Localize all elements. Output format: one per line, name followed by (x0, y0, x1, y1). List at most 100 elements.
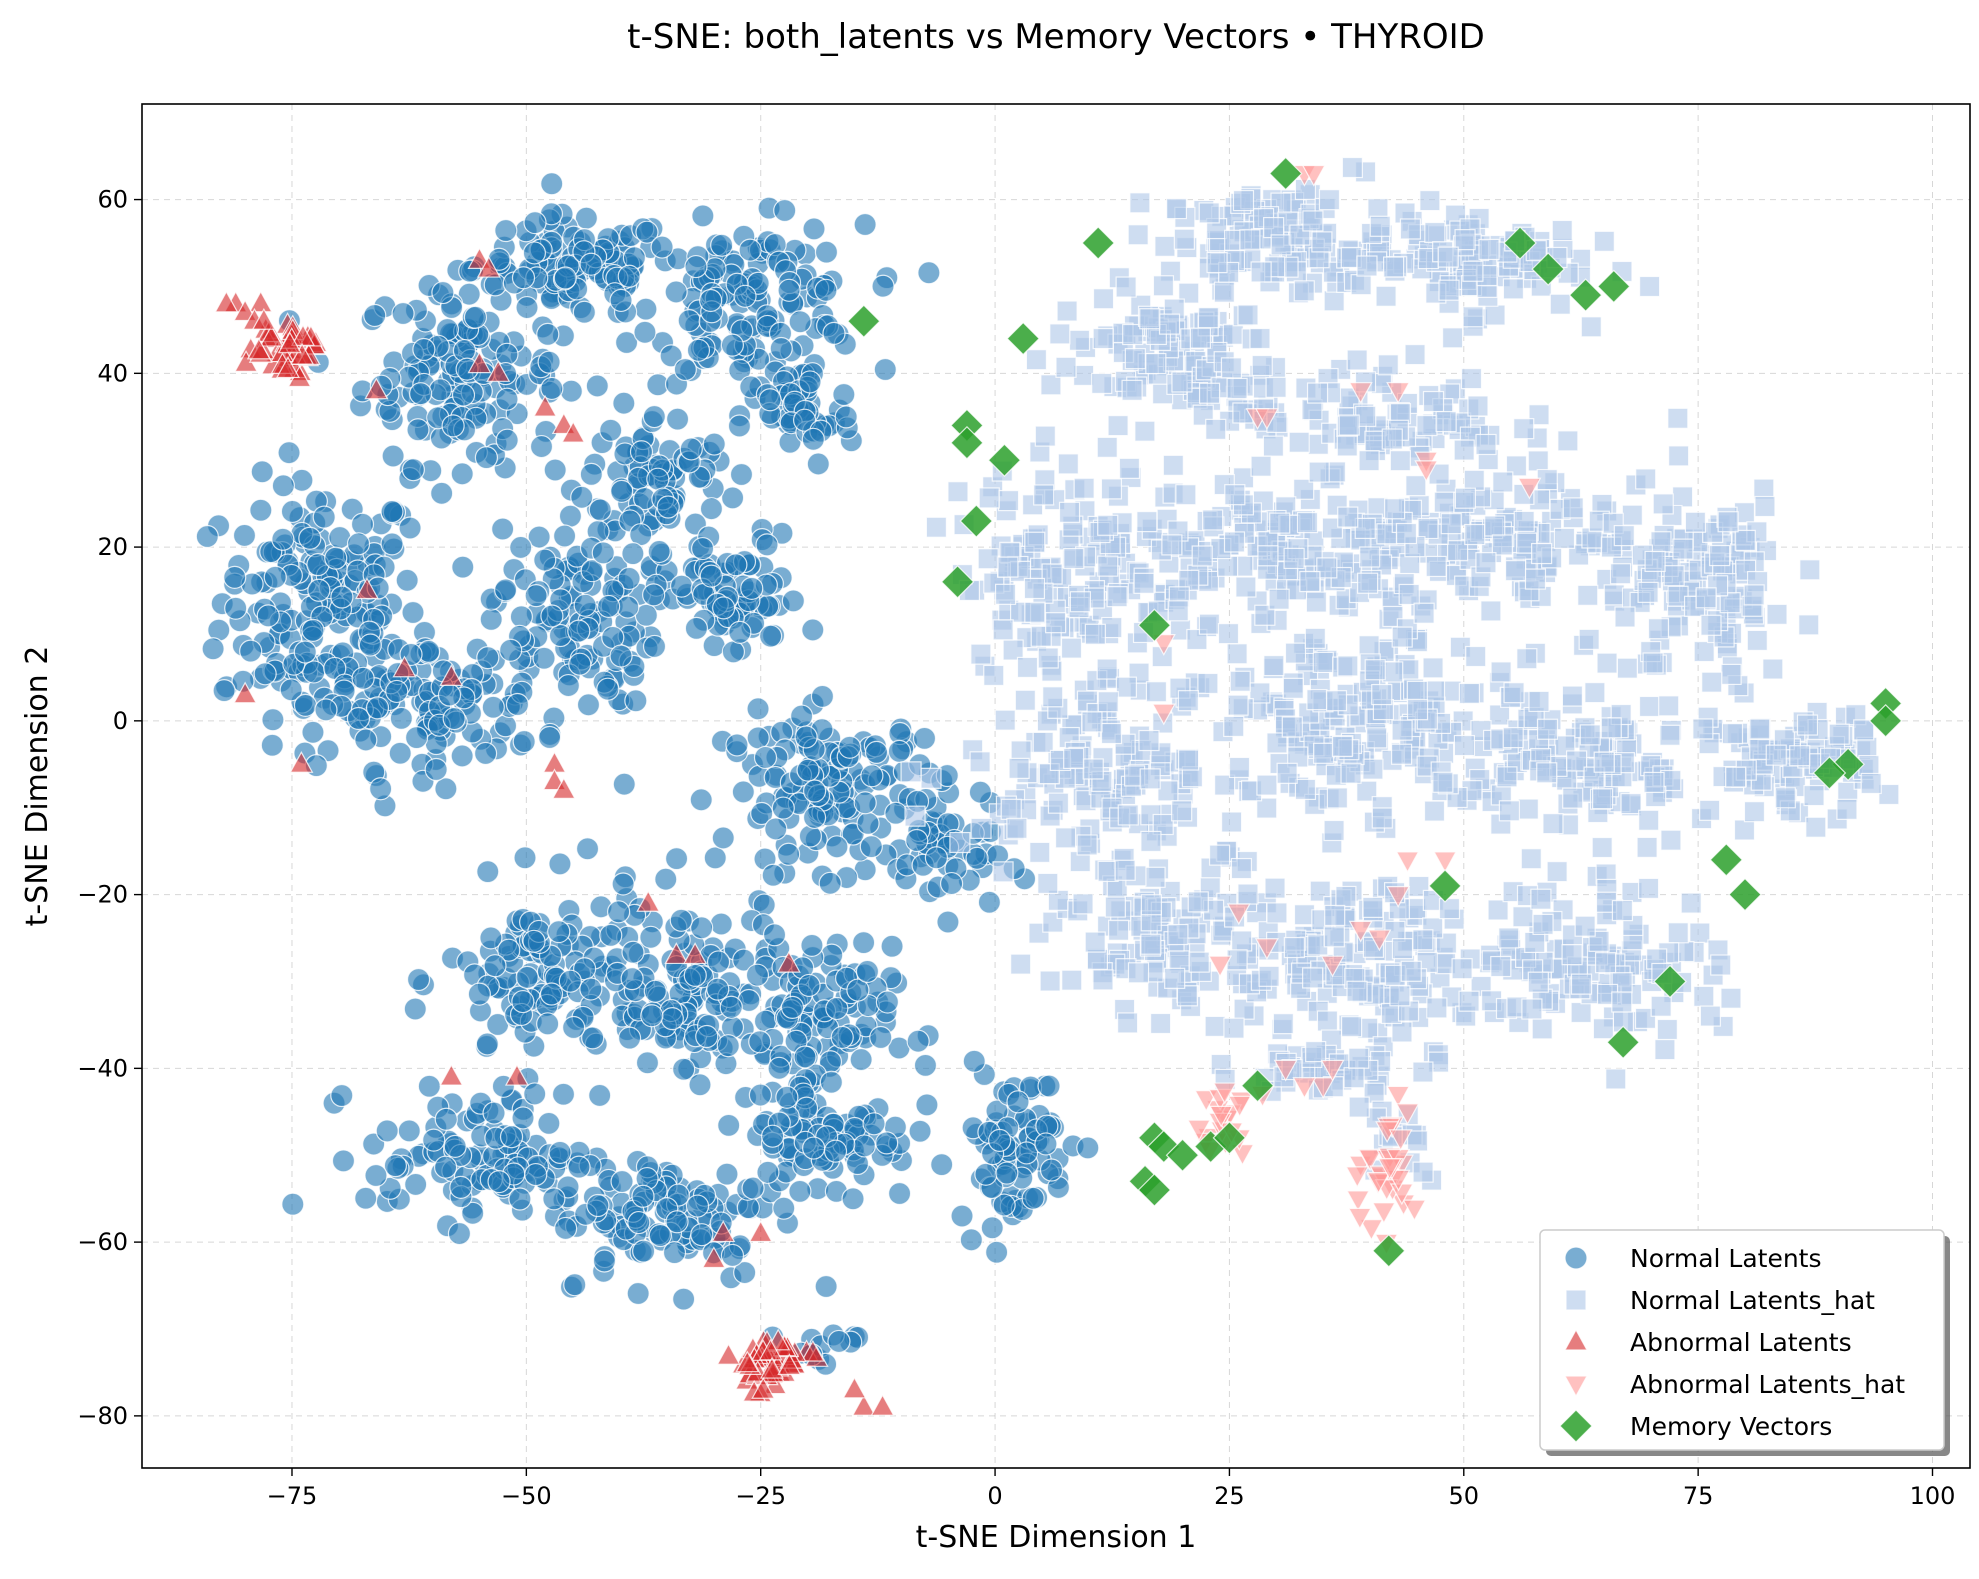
normal-latents-hat-point (1642, 652, 1664, 674)
normal-latents-point (388, 741, 412, 765)
normal-latents-point (720, 333, 744, 357)
normal-latents-point (1014, 1141, 1039, 1165)
normal-latents-point (853, 212, 877, 237)
normal-latents-hat-point (1498, 800, 1520, 822)
normal-latents-hat-point (1097, 514, 1119, 536)
normal-latents-point (404, 726, 429, 750)
normal-latents-hat-point (1798, 614, 1820, 636)
normal-latents-point (962, 1049, 986, 1073)
normal-latents-hat-point (1592, 1018, 1614, 1040)
normal-latents-point (523, 1082, 547, 1106)
normal-latents-hat-point (1513, 418, 1535, 440)
normal-latents-point (905, 828, 929, 853)
normal-latents-hat-point (1121, 379, 1143, 401)
normal-latents-point (748, 1083, 772, 1107)
normal-latents-hat-point (1237, 304, 1259, 326)
normal-latents-hat-point (1177, 690, 1199, 712)
normal-latents-point (563, 1273, 587, 1297)
normal-latents-hat-point (1828, 723, 1850, 745)
normal-latents-hat-point (1306, 382, 1329, 404)
normal-latents-hat-point (1276, 762, 1298, 784)
normal-latents-hat-point (1139, 768, 1161, 790)
normal-latents-point (939, 871, 964, 896)
y-tick-label: 0 (113, 707, 128, 735)
normal-latents-hat-point (1250, 455, 1272, 477)
normal-latents-point (495, 387, 519, 411)
normal-latents-hat-point (1167, 600, 1189, 622)
normal-latents-point (271, 474, 295, 498)
normal-latents-hat-point (1701, 671, 1723, 693)
normal-latents-hat-point (1366, 727, 1388, 749)
normal-latents-point (596, 677, 620, 701)
normal-latents-hat-point (1336, 435, 1358, 457)
normal-latents-hat-point (1451, 958, 1473, 980)
normal-latents-point (417, 1074, 441, 1098)
normal-latents-hat-point (992, 619, 1014, 641)
normal-latents-hat-point (1161, 534, 1183, 556)
normal-latents-point (474, 446, 499, 470)
normal-latents-point (660, 1007, 684, 1031)
normal-latents-hat-point (1425, 555, 1447, 578)
normal-latents-hat-point (1405, 475, 1427, 497)
normal-latents-hat-point (1462, 306, 1484, 328)
y-axis-label: t-SNE Dimension 2 (20, 646, 55, 927)
normal-latents-hat-point (1492, 471, 1514, 493)
normal-latents-hat-point (1305, 591, 1327, 613)
normal-latents-hat-point (1145, 352, 1167, 375)
normal-latents-hat-point (1325, 690, 1348, 712)
normal-latents-hat-point (1337, 506, 1359, 528)
normal-latents-point (664, 847, 689, 871)
normal-latents-point (307, 578, 331, 602)
normal-latents-hat-point (1406, 1130, 1429, 1152)
normal-latents-hat-point (1490, 955, 1512, 978)
normal-latents-hat-point (1024, 601, 1046, 623)
normal-latents-hat-point (900, 761, 922, 783)
normal-latents-point (409, 382, 433, 406)
normal-latents-hat-point (1579, 724, 1601, 746)
normal-latents-hat-point (1659, 724, 1681, 746)
normal-latents-point (672, 1287, 696, 1311)
normal-latents-hat-point (1528, 690, 1550, 712)
normal-latents-point (548, 852, 572, 876)
normal-latents-point (381, 444, 405, 468)
normal-latents-hat-point (1743, 801, 1766, 823)
normal-latents-hat-point (1720, 987, 1742, 1009)
normal-latents-hat-point (1621, 504, 1643, 526)
normal-latents-point (581, 1026, 605, 1050)
normal-latents-point (281, 1192, 305, 1216)
normal-latents-hat-point (1096, 436, 1118, 458)
normal-latents-hat-point (1231, 930, 1253, 952)
normal-latents-hat-point (1283, 547, 1305, 569)
normal-latents-hat-point (1680, 892, 1702, 914)
normal-latents-hat-point (1041, 563, 1063, 585)
normal-latents-hat-point (1412, 1161, 1434, 1183)
normal-latents-hat-point (1487, 899, 1509, 921)
normal-latents-hat-point (1594, 952, 1617, 974)
normal-latents-hat-point (1358, 635, 1380, 657)
normal-latents-point (442, 706, 466, 731)
normal-latents-point (509, 535, 533, 560)
normal-latents-point (401, 458, 425, 482)
normal-latents-point (853, 791, 877, 815)
normal-latents-hat-point (1258, 965, 1280, 987)
normal-latents-point (875, 1131, 899, 1155)
normal-latents-hat-point (1288, 431, 1310, 453)
normal-latents-point (656, 495, 680, 519)
normal-latents-hat-point (1614, 606, 1636, 628)
normal-latents-hat-point (1417, 517, 1439, 540)
normal-latents-point (699, 497, 724, 521)
normal-latents-point (711, 826, 735, 850)
normal-latents-point (756, 1160, 780, 1184)
normal-latents-point (880, 934, 904, 958)
normal-latents-hat-point (1692, 718, 1714, 740)
normal-latents-hat-point (1709, 544, 1731, 567)
normal-latents-hat-point (1650, 995, 1672, 1017)
normal-latents-hat-point (1638, 275, 1661, 298)
normal-latents-point (612, 391, 636, 415)
normal-latents-hat-point (1419, 189, 1441, 212)
normal-latents-hat-point (1348, 1096, 1370, 1118)
normal-latents-point (383, 1154, 407, 1178)
normal-latents-point (959, 1228, 983, 1252)
normal-latents-hat-point (1227, 694, 1249, 716)
normal-latents-point (621, 542, 645, 566)
